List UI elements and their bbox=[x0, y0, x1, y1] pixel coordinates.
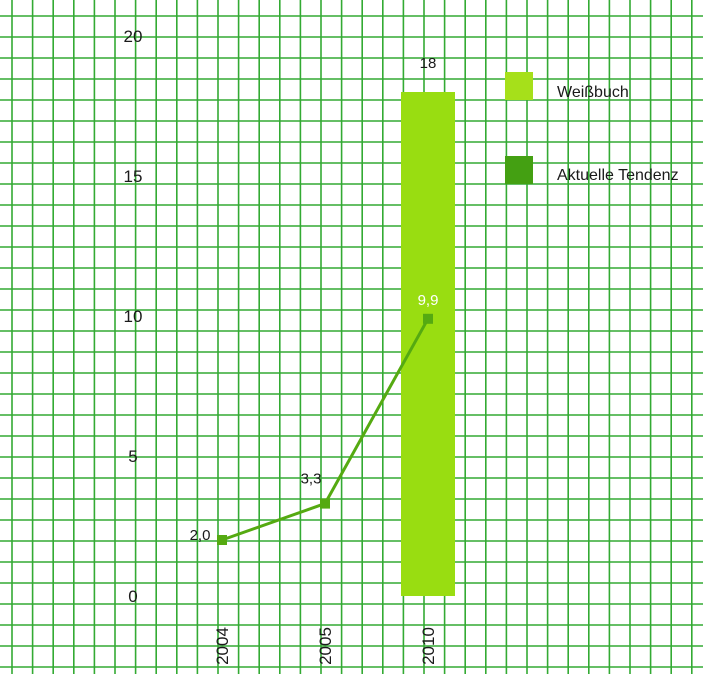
trend-point-2010 bbox=[423, 313, 433, 324]
x-axis-ticks: 2004 2005 2010 bbox=[213, 627, 438, 665]
legend-swatch bbox=[505, 72, 533, 100]
y-tick-label: 5 bbox=[128, 447, 137, 466]
bar-value-label: 18 bbox=[420, 55, 437, 72]
y-axis-ticks: 0 5 10 15 20 bbox=[124, 27, 143, 606]
legend: Weißbuch Aktuelle Tendenz bbox=[505, 72, 679, 184]
y-tick-label: 15 bbox=[124, 167, 143, 186]
data-labels: 18 2,0 3,3 9,9 bbox=[190, 55, 439, 544]
trend-value-label: 2,0 bbox=[190, 527, 211, 544]
bar-series bbox=[401, 92, 455, 596]
trend-point-2005 bbox=[320, 498, 330, 509]
x-tick-label: 2004 bbox=[213, 627, 232, 665]
trend-point-2004 bbox=[217, 535, 227, 545]
bar-2010 bbox=[401, 92, 455, 596]
line-series bbox=[217, 313, 433, 545]
legend-label: Weißbuch bbox=[557, 84, 629, 101]
y-tick-label: 20 bbox=[124, 27, 143, 46]
trend-value-label: 3,3 bbox=[301, 471, 322, 488]
x-tick-label: 2010 bbox=[419, 627, 438, 665]
x-tick-label: 2005 bbox=[316, 627, 335, 665]
legend-swatch bbox=[505, 156, 533, 184]
legend-label: Aktuelle Tendenz bbox=[557, 167, 679, 184]
y-tick-label: 0 bbox=[128, 587, 137, 606]
trend-value-label: 9,9 bbox=[418, 292, 439, 309]
y-tick-label: 10 bbox=[124, 307, 143, 326]
